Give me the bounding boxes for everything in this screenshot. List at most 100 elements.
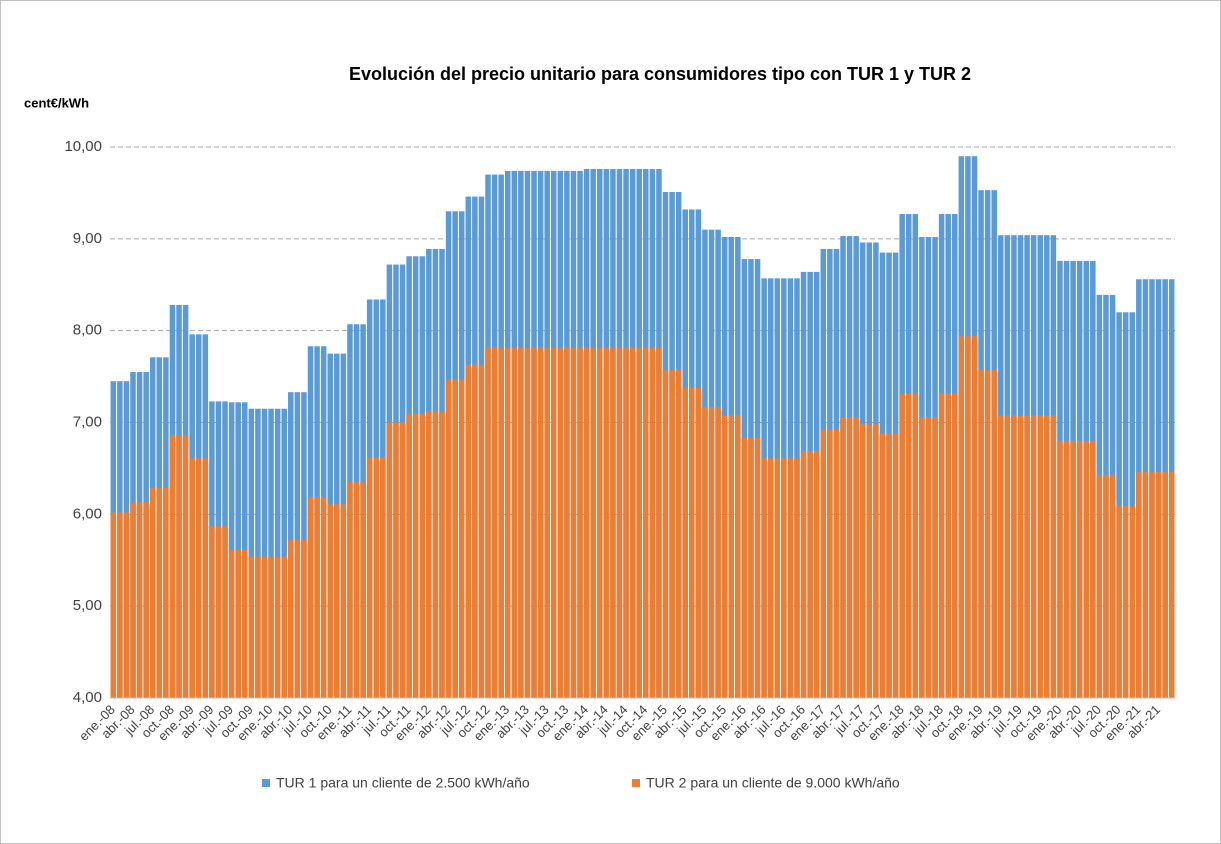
bar (1030, 415, 1037, 698)
bar (222, 526, 228, 698)
bar (702, 406, 708, 698)
bar (978, 370, 984, 698)
bar (478, 364, 485, 698)
bar (754, 438, 761, 698)
bar (800, 450, 807, 698)
bar (485, 347, 491, 698)
bar (531, 348, 537, 698)
bar (958, 336, 965, 698)
bar (255, 556, 261, 698)
bar (643, 348, 649, 698)
bar (610, 348, 616, 698)
bar (1122, 312, 1129, 698)
bar (873, 424, 879, 698)
bar (537, 348, 544, 698)
bar (1162, 472, 1168, 698)
bar (182, 435, 189, 698)
bar (215, 526, 222, 698)
bar (393, 422, 399, 698)
bar (288, 540, 294, 698)
y-tick-label: 9,00 (73, 230, 102, 247)
bar (971, 336, 978, 698)
bar (518, 348, 524, 698)
bar (274, 408, 281, 698)
bar (675, 370, 682, 698)
bar (557, 348, 564, 698)
bar (524, 348, 531, 698)
bar (340, 504, 347, 698)
bar (597, 348, 603, 698)
bar (386, 422, 393, 698)
bar (1149, 472, 1155, 698)
bar (1129, 506, 1136, 698)
bar (1057, 440, 1063, 698)
bar (1116, 312, 1122, 698)
y-tick-label: 10,00 (64, 138, 102, 155)
bar (176, 435, 182, 698)
bar (301, 540, 307, 698)
bar (228, 550, 235, 698)
bar (1017, 415, 1024, 698)
legend-label: TUR 1 para un cliente de 2.500 kWh/año (276, 775, 530, 791)
bar (169, 435, 176, 698)
bar (689, 387, 695, 698)
bar (695, 387, 702, 698)
bar (590, 348, 596, 698)
bar (117, 512, 123, 698)
bar (669, 370, 675, 698)
bar (504, 348, 511, 698)
bar (564, 348, 570, 698)
bar (255, 408, 261, 698)
bar (899, 394, 905, 698)
bar (827, 429, 833, 698)
bar (715, 406, 721, 698)
bar (307, 496, 314, 698)
bar (281, 408, 287, 698)
bar (603, 348, 610, 698)
bar (380, 457, 386, 698)
bar (261, 556, 268, 698)
bar (550, 348, 557, 698)
bar (1044, 415, 1050, 698)
bar (794, 458, 800, 698)
bar (859, 424, 866, 698)
bar (787, 458, 794, 698)
bar (656, 348, 662, 698)
bar (833, 429, 840, 698)
bar (1050, 415, 1057, 698)
bar (866, 424, 873, 698)
bar (682, 387, 688, 698)
bar (708, 406, 715, 698)
bar (1168, 472, 1175, 698)
bar (149, 487, 156, 698)
bar (472, 364, 478, 698)
bar (649, 348, 656, 698)
bar (498, 347, 504, 698)
bar (774, 458, 781, 698)
bar (636, 348, 642, 698)
bar (952, 393, 958, 698)
bar (991, 370, 997, 698)
bar (807, 450, 813, 698)
bar (399, 422, 406, 698)
bar (261, 408, 268, 698)
y-tick-label: 8,00 (73, 322, 102, 339)
bar (130, 502, 136, 698)
bar (334, 504, 340, 698)
bar (741, 438, 748, 698)
bar (1083, 440, 1090, 698)
bar (156, 487, 163, 698)
bar (905, 394, 912, 698)
legend-marker (632, 779, 640, 787)
bar (728, 415, 735, 698)
bar (189, 458, 195, 698)
bar (892, 433, 899, 698)
bar (412, 414, 419, 698)
bar (1011, 415, 1017, 698)
bar (998, 415, 1004, 698)
bar (320, 496, 327, 698)
legend-marker (262, 779, 270, 787)
bar (491, 347, 498, 698)
y-tick-label: 7,00 (73, 413, 102, 430)
